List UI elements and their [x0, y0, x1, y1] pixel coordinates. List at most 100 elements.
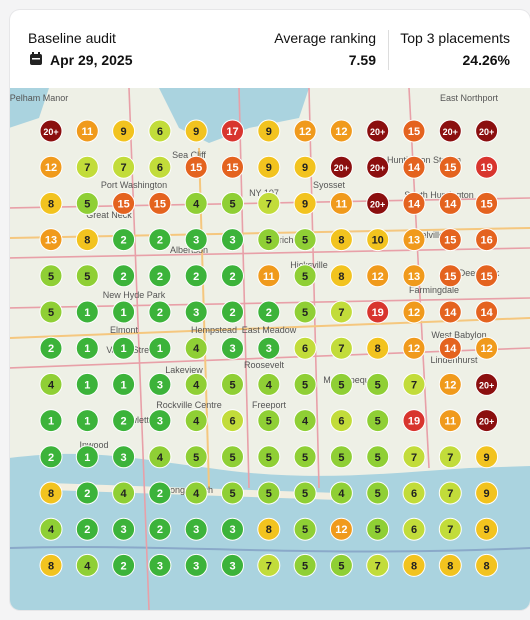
rank-marker [366, 191, 390, 215]
rank-marker [475, 228, 499, 252]
rank-value: 19 [480, 162, 492, 174]
avg-label: Average ranking [274, 30, 376, 46]
rank-marker [75, 481, 99, 505]
rank-marker [402, 517, 426, 541]
rank-value: 3 [229, 235, 235, 247]
rank-marker [329, 228, 353, 252]
rank-value: 5 [229, 379, 235, 391]
rank-value: 3 [266, 343, 272, 355]
rank-marker [438, 191, 462, 215]
rank-value: 7 [84, 162, 90, 174]
rank-marker [438, 553, 462, 577]
rank-value: 15 [117, 198, 129, 210]
rank-marker [75, 155, 99, 179]
rank-marker [366, 553, 390, 577]
rank-value: 3 [229, 524, 235, 536]
rank-value: 3 [157, 560, 163, 572]
rank-marker [148, 445, 172, 469]
rank-value: 4 [84, 560, 91, 572]
rank-marker [75, 191, 99, 215]
rank-value: 9 [266, 126, 272, 138]
rank-value: 2 [48, 343, 54, 355]
place-label: Huntington Station [387, 155, 461, 165]
rank-marker [329, 336, 353, 360]
rank-value: 8 [447, 560, 453, 572]
rank-value: 9 [302, 162, 308, 174]
rank-value: 5 [302, 379, 308, 391]
rank-marker [475, 119, 499, 143]
rank-marker [402, 155, 426, 179]
rank-value: 5 [302, 524, 308, 536]
rank-value: 1 [84, 307, 90, 319]
rank-value: 12 [408, 343, 420, 355]
rank-marker [184, 336, 208, 360]
rank-marker [257, 481, 281, 505]
rank-marker [293, 481, 317, 505]
rank-marker [112, 155, 136, 179]
place-label: Elmont [110, 325, 139, 335]
rank-marker [257, 409, 281, 433]
rank-value: 20+ [479, 380, 494, 390]
rank-value: 12 [408, 307, 420, 319]
rank-marker [184, 119, 208, 143]
rank-value: 5 [229, 488, 235, 500]
rank-value: 7 [447, 452, 453, 464]
rank-marker [75, 264, 99, 288]
rank-value: 12 [45, 162, 57, 174]
rank-value: 8 [411, 560, 417, 572]
rank-marker [402, 481, 426, 505]
rank-value: 15 [480, 271, 492, 283]
rank-value: 5 [302, 235, 308, 247]
rank-value: 11 [444, 416, 456, 428]
place-label: New Hyde Park [103, 290, 166, 300]
rank-marker [402, 300, 426, 324]
rank-value: 5 [48, 307, 54, 319]
rank-value: 14 [480, 307, 493, 319]
rank-value: 6 [157, 126, 163, 138]
place-label: West Babylon [431, 330, 486, 340]
rank-marker [438, 372, 462, 396]
rank-marker [329, 155, 353, 179]
rank-value: 5 [302, 488, 308, 500]
place-label: Farmingdale [409, 285, 459, 295]
rank-marker [39, 517, 63, 541]
rank-value: 3 [157, 379, 163, 391]
place-label: Syosset [313, 180, 346, 190]
place-label: Freeport [252, 400, 287, 410]
rank-value: 5 [302, 271, 308, 283]
rank-marker [366, 372, 390, 396]
rank-marker [39, 409, 63, 433]
rank-value: 2 [157, 524, 163, 536]
rank-value: 3 [121, 524, 127, 536]
rank-marker [475, 481, 499, 505]
rank-value: 1 [84, 452, 90, 464]
rank-marker [438, 409, 462, 433]
rank-marker [221, 336, 244, 360]
rank-value: 9 [121, 126, 127, 138]
place-label: Pelham Manor [10, 93, 68, 103]
rank-marker [112, 119, 136, 143]
rank-marker [257, 191, 281, 215]
rank-value: 8 [338, 235, 344, 247]
rank-value: 2 [84, 488, 90, 500]
rank-marker [293, 300, 317, 324]
rank-marker [184, 300, 208, 324]
rank-marker [366, 336, 390, 360]
rank-marker [221, 300, 244, 324]
place-label: South Huntington [404, 190, 474, 200]
rank-value: 7 [266, 198, 272, 210]
rank-value: 20+ [479, 417, 494, 427]
rank-marker [475, 264, 499, 288]
rank-marker [184, 228, 208, 252]
place-label: Sea Cliff [172, 150, 206, 160]
rank-value: 5 [338, 452, 344, 464]
rank-value: 6 [157, 162, 163, 174]
rank-marker [329, 372, 353, 396]
rank-marker [184, 409, 208, 433]
rank-value: 2 [121, 560, 127, 572]
rank-value: 11 [336, 198, 348, 210]
rank-value: 8 [84, 235, 90, 247]
rank-marker [257, 119, 281, 143]
rank-value: 15 [444, 271, 456, 283]
rank-value: 1 [157, 343, 163, 355]
